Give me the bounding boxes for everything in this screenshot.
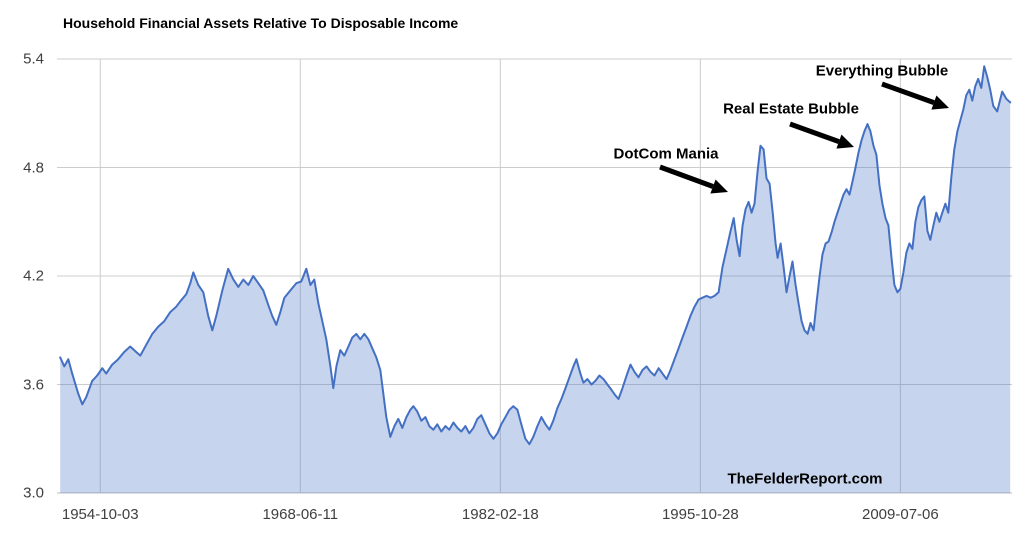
series-area-fill bbox=[60, 66, 1011, 493]
chart-title: Household Financial Assets Relative To D… bbox=[63, 15, 459, 31]
x-axis-tick-label: 1982-02-18 bbox=[461, 506, 539, 523]
y-axis-tick-label: 5.4 bbox=[23, 50, 44, 68]
x-axis-tick-label: 1954-10-03 bbox=[61, 506, 139, 523]
annotation-arrow-shaft bbox=[881, 81, 935, 105]
annotation-arrow-head bbox=[710, 179, 728, 194]
series-line bbox=[59, 65, 1012, 446]
annotation-arrow-shaft bbox=[789, 121, 840, 144]
annotation-dotcom-mania: DotCom Mania bbox=[613, 145, 719, 163]
watermark-thefelderreport: TheFelderReport.com bbox=[727, 470, 883, 488]
annotation-arrow-head bbox=[836, 134, 854, 149]
annotation-real-estate-bubble: Real Estate Bubble bbox=[723, 100, 859, 118]
y-axis-tick-label: 3.0 bbox=[23, 484, 44, 502]
x-axis-tick-label: 2009-07-06 bbox=[861, 506, 939, 523]
annotation-everything-bubble: Everything Bubble bbox=[815, 62, 949, 80]
x-axis-tick-label: 1995-10-28 bbox=[661, 506, 739, 523]
y-axis-tick-label: 4.2 bbox=[23, 267, 44, 285]
annotation-arrow-shaft bbox=[659, 164, 714, 189]
y-axis-tick-label: 4.8 bbox=[23, 159, 44, 176]
y-axis-tick-label: 3.6 bbox=[23, 376, 44, 393]
x-axis-tick-label: 1968-06-11 bbox=[262, 506, 339, 523]
annotation-arrow-head bbox=[931, 95, 949, 110]
